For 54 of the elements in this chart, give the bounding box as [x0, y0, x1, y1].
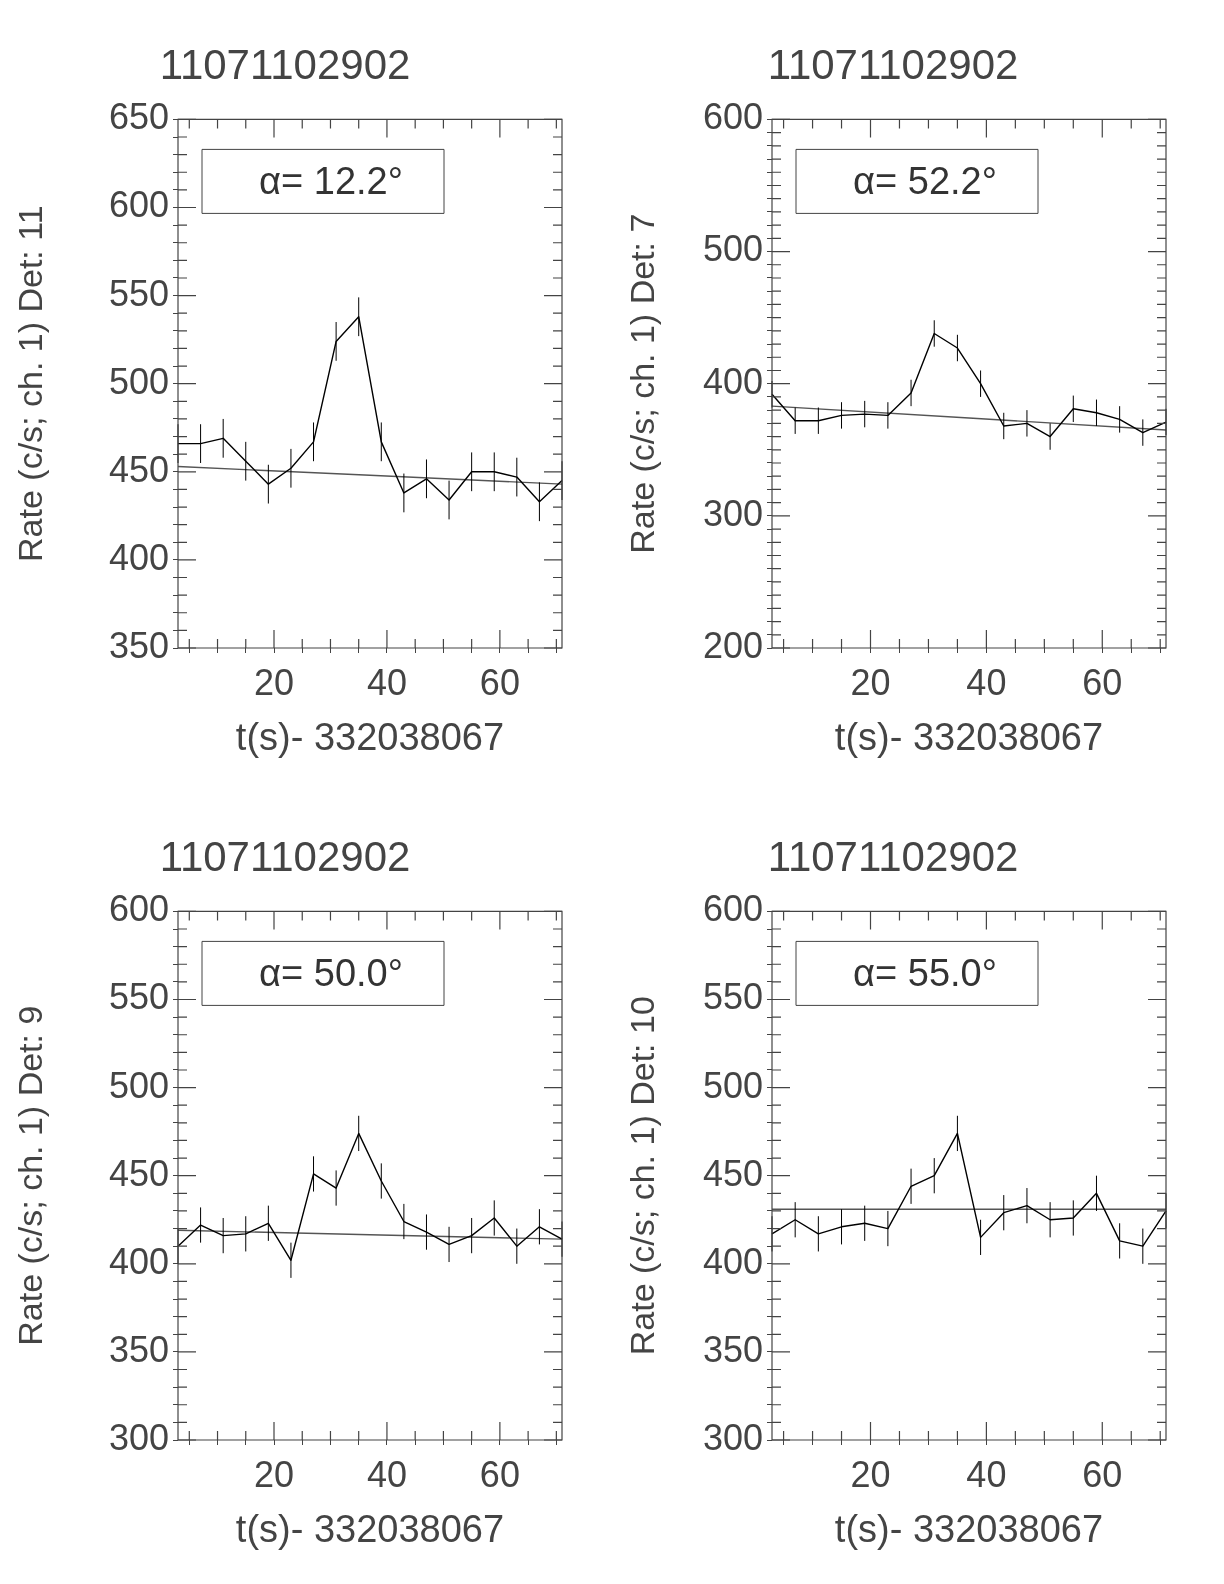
y-tick-label: 350: [108, 1328, 169, 1370]
x-tick-label: 60: [1082, 661, 1123, 703]
y-axis-title: Rate (c/s; ch. 1) Det: 11: [10, 205, 49, 562]
y-tick-label: 600: [108, 184, 169, 226]
x-tick-label: 20: [850, 1453, 891, 1495]
y-tick-label: 450: [702, 1152, 763, 1194]
chart-title: 11071102902: [767, 40, 1019, 88]
y-tick-label: 500: [702, 1064, 763, 1106]
x-axis-title: t(s)- 332038067: [235, 715, 505, 758]
y-tick-label: 400: [702, 1240, 763, 1282]
annotation: α= 52.2°: [853, 159, 997, 202]
chart-title: 11071102902: [159, 40, 411, 88]
y-tick-label: 400: [108, 536, 169, 578]
x-tick-label: 20: [253, 1453, 295, 1495]
y-tick-label: 500: [108, 1064, 169, 1106]
y-tick-label: 300: [108, 1416, 169, 1458]
x-tick-label: 60: [1082, 1453, 1123, 1495]
x-axis-title: t(s)- 332038067: [834, 1507, 1104, 1550]
y-tick-label: 450: [108, 1152, 169, 1194]
annotation: α= 50.0°: [259, 951, 403, 994]
y-tick-label: 600: [108, 888, 169, 930]
chart-title: 11071102902: [159, 832, 411, 880]
y-tick-label: 400: [702, 360, 763, 402]
y-axis-title: Rate (c/s; ch. 1) Det: 10: [622, 996, 661, 1356]
y-tick-label: 500: [108, 360, 169, 402]
chart-title: 11071102902: [767, 832, 1019, 880]
y-tick-label: 300: [702, 492, 763, 534]
x-axis-title: t(s)- 332038067: [834, 715, 1104, 758]
y-tick-label: 600: [702, 888, 763, 930]
y-tick-label: 450: [108, 448, 169, 490]
y-tick-label: 550: [108, 272, 169, 314]
annotation: α= 55.0°: [853, 951, 997, 994]
y-tick-label: 200: [702, 624, 763, 666]
x-tick-label: 60: [479, 1453, 520, 1495]
x-axis-title: t(s)- 332038067: [235, 1507, 505, 1550]
y-axis-title: Rate (c/s; ch. 1) Det: 9: [10, 1005, 49, 1346]
y-axis-title: Rate (c/s; ch. 1) Det: 7: [622, 213, 661, 554]
y-tick-label: 400: [108, 1240, 169, 1282]
x-tick-label: 60: [479, 661, 520, 703]
y-tick-label: 350: [108, 624, 169, 666]
x-tick-label: 20: [850, 661, 891, 703]
x-tick-label: 40: [366, 1453, 407, 1495]
y-tick-label: 650: [108, 96, 169, 138]
y-tick-label: 550: [108, 976, 169, 1018]
y-tick-label: 500: [702, 228, 763, 270]
y-tick-label: 600: [702, 96, 763, 138]
x-tick-label: 40: [966, 1453, 1007, 1495]
y-tick-label: 350: [702, 1328, 763, 1370]
x-tick-label: 40: [366, 661, 407, 703]
y-tick-label: 550: [702, 976, 763, 1018]
y-tick-label: 300: [702, 1416, 763, 1458]
x-tick-label: 20: [253, 661, 295, 703]
annotation: α= 12.2°: [259, 159, 403, 202]
x-tick-label: 40: [966, 661, 1007, 703]
